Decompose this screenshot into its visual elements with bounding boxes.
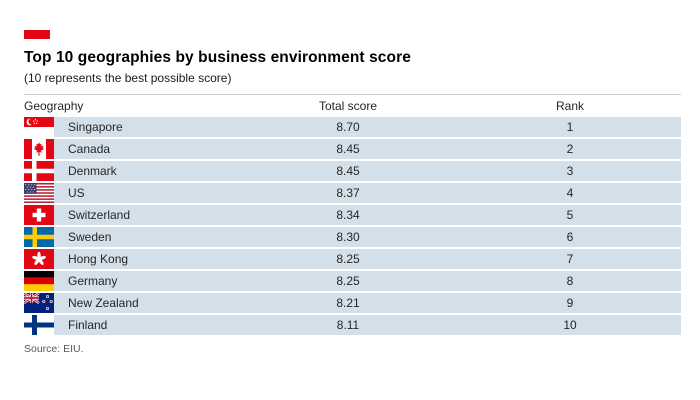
total-score-cell: 8.25 [336, 252, 360, 266]
rank-cell: 1 [566, 120, 574, 134]
denmark-flag-icon [24, 161, 54, 181]
figure-title: Top 10 geographies by business environme… [24, 49, 411, 66]
hong-kong-flag-icon [24, 249, 54, 269]
us-flag-icon [24, 183, 54, 203]
singapore-flag-icon [24, 117, 54, 137]
canada-flag-icon [24, 139, 54, 159]
table-row: Canada 8.45 2 [24, 139, 681, 159]
germany-flag-icon [24, 271, 54, 291]
rank-cell: 2 [566, 142, 574, 156]
column-header-rank: Rank [555, 99, 584, 113]
rank-cell: 10 [563, 318, 577, 332]
table-row: US 8.37 4 [24, 183, 681, 203]
figure-subtitle: (10 represents the best possible score) [24, 71, 232, 85]
total-score-cell: 8.45 [336, 164, 360, 178]
geography-cell: Finland [68, 318, 108, 332]
rank-cell: 4 [566, 186, 574, 200]
geography-cell: Germany [68, 274, 118, 288]
total-score-cell: 8.45 [336, 142, 360, 156]
geography-cell: Hong Kong [68, 252, 129, 266]
finland-flag-icon [24, 315, 54, 335]
score-table: Geography Total score Rank Singapore 8.7… [24, 94, 681, 335]
table-row: Sweden 8.30 6 [24, 227, 681, 247]
total-score-cell: 8.21 [336, 296, 360, 310]
geography-cell: Canada [68, 142, 111, 156]
rank-cell: 9 [566, 296, 574, 310]
table-row: Switzerland 8.34 5 [24, 205, 681, 225]
geography-cell: Sweden [68, 230, 112, 244]
total-score-cell: 8.11 [336, 318, 360, 332]
new-zealand-flag-icon [24, 293, 54, 313]
table-row: New Zealand 8.21 9 [24, 293, 681, 313]
column-header-total-score: Total score [318, 99, 378, 113]
table-body: Singapore 8.70 1 Canada 8.45 2 [24, 117, 681, 335]
geography-cell: US [68, 186, 85, 200]
rank-cell: 3 [566, 164, 574, 178]
source-note: Source: EIU. [24, 343, 84, 355]
geography-cell: Switzerland [68, 208, 131, 222]
column-header-geography: Geography [24, 99, 84, 113]
switzerland-flag-icon [24, 205, 54, 225]
table-row: Finland 8.11 10 [24, 315, 681, 335]
table-row: Denmark 8.45 3 [24, 161, 681, 181]
geography-cell: New Zealand [68, 296, 139, 310]
rank-cell: 8 [566, 274, 574, 288]
table-row: Singapore 8.70 1 [24, 117, 681, 137]
table-row: Hong Kong 8.25 7 [24, 249, 681, 269]
report-figure: Top 10 geographies by business environme… [24, 30, 681, 355]
table-header-row: Geography Total score Rank [24, 95, 681, 117]
total-score-cell: 8.25 [336, 274, 360, 288]
geography-cell: Singapore [68, 120, 123, 134]
accent-bar [24, 30, 50, 39]
rank-cell: 6 [566, 230, 574, 244]
total-score-cell: 8.30 [336, 230, 360, 244]
total-score-cell: 8.34 [336, 208, 360, 222]
geography-cell: Denmark [68, 164, 117, 178]
table-row: Germany 8.25 8 [24, 271, 681, 291]
total-score-cell: 8.70 [336, 120, 360, 134]
rank-cell: 5 [566, 208, 574, 222]
rank-cell: 7 [566, 252, 574, 266]
sweden-flag-icon [24, 227, 54, 247]
total-score-cell: 8.37 [336, 186, 360, 200]
